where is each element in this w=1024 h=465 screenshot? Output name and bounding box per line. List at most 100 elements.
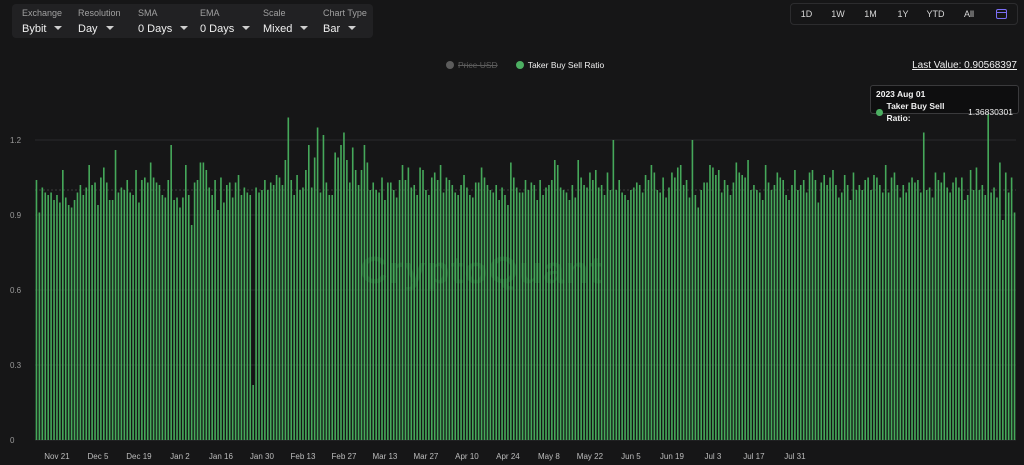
bar [375, 190, 377, 440]
legend-item-ratio[interactable]: Taker Buy Sell Ratio [515, 60, 604, 70]
bar [659, 192, 662, 440]
sma-select[interactable]: SMA 0 Days [128, 4, 190, 38]
bar [264, 180, 266, 440]
bar [384, 200, 386, 440]
x-tick-label: Apr 24 [496, 452, 520, 461]
bar [592, 180, 594, 440]
x-tick-label: May 22 [577, 452, 604, 461]
bar [187, 195, 190, 440]
chart-type-select[interactable]: Chart Type Bar [313, 4, 373, 38]
chevron-down-icon [54, 26, 63, 30]
bar [360, 170, 363, 440]
bar [668, 187, 670, 440]
bar [351, 147, 354, 440]
scale-select[interactable]: Scale Mixed [253, 4, 313, 38]
range-button-1d[interactable]: 1D [800, 9, 813, 19]
bar [211, 195, 213, 440]
bar [902, 185, 905, 440]
bar [489, 190, 492, 440]
bar [457, 195, 459, 440]
bar [586, 187, 588, 440]
resolution-select[interactable]: Resolution Day [68, 4, 128, 38]
bar [750, 190, 752, 440]
bar [243, 187, 246, 440]
bar [164, 197, 167, 440]
bar [776, 172, 779, 440]
bar [346, 160, 348, 440]
bar [366, 162, 369, 440]
bar [466, 187, 468, 440]
bar [410, 187, 413, 440]
legend-dot-icon [515, 61, 524, 69]
bar [278, 177, 281, 440]
bar [826, 185, 828, 440]
y-tick-label: 0 [10, 436, 15, 445]
bar [451, 185, 454, 440]
bar [820, 182, 823, 440]
bar [44, 192, 47, 440]
bar [700, 190, 703, 440]
bar [963, 200, 966, 440]
bar [94, 182, 96, 440]
bar [480, 167, 483, 440]
bar [389, 182, 392, 440]
bar [73, 200, 76, 440]
x-tick-label: Jul 17 [743, 452, 765, 461]
sma-label: SMA [138, 8, 158, 18]
ema-select[interactable]: EMA 0 Days [190, 4, 253, 38]
x-tick-label: Jul 3 [704, 452, 721, 461]
bar [972, 190, 975, 440]
range-button-all[interactable]: All [963, 9, 974, 19]
range-button-1w[interactable]: 1W [831, 9, 845, 19]
bar [937, 180, 940, 440]
bar [717, 170, 720, 440]
bar [876, 177, 878, 440]
bar [284, 160, 287, 440]
bar [313, 157, 316, 440]
last-value-link[interactable]: Last Value: 0.90568397 [912, 60, 1017, 71]
bar [240, 195, 243, 440]
bar [433, 172, 436, 440]
exchange-select[interactable]: Exchange Bybit [12, 4, 68, 38]
bar [135, 170, 137, 440]
bar [486, 185, 489, 440]
bar [79, 185, 82, 440]
bar [59, 202, 61, 440]
bar [817, 202, 820, 440]
bar [838, 197, 840, 440]
calendar-icon[interactable] [996, 9, 1007, 19]
bar [518, 192, 521, 440]
bar [756, 190, 758, 440]
bar [961, 177, 963, 440]
bar [922, 132, 925, 440]
bar [556, 165, 559, 440]
range-button-1y[interactable]: 1Y [897, 9, 909, 19]
bar [565, 192, 568, 440]
exchange-label: Exchange [22, 8, 63, 18]
range-button-1m[interactable]: 1M [864, 9, 877, 19]
bar [946, 187, 948, 440]
x-tick-label: Feb 13 [290, 452, 315, 461]
bar [633, 187, 635, 440]
legend-item-price[interactable]: Price USD [446, 60, 498, 70]
bar [943, 172, 946, 440]
bar [799, 185, 802, 440]
bar [729, 195, 732, 440]
bar [969, 170, 972, 440]
bar [723, 180, 726, 440]
bar [852, 172, 855, 440]
bar [334, 152, 336, 440]
range-button-ytd[interactable]: YTD [926, 9, 945, 19]
bar [665, 197, 667, 440]
bar [381, 177, 383, 440]
bar [925, 190, 928, 440]
ema-label: EMA [200, 8, 220, 18]
bar [1013, 212, 1016, 440]
bar [671, 172, 673, 440]
bar [884, 165, 887, 440]
bar [691, 140, 694, 440]
bar [170, 145, 172, 440]
bar [357, 185, 360, 440]
bar [618, 180, 621, 440]
bar [155, 182, 158, 440]
